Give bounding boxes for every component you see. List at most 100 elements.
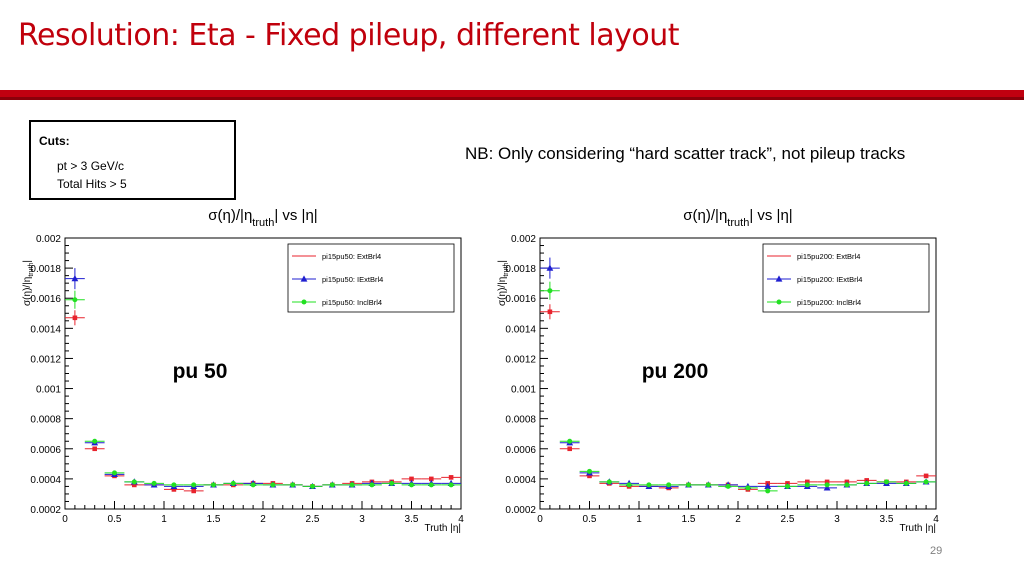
x-tick-label: 3.5 [880,514,894,525]
data-point [211,482,216,488]
chart-title-sub: truth [252,217,274,229]
chart-annotation: pu 50 [173,360,228,383]
x-tick-label: 1 [161,514,167,525]
legend-box [287,243,455,313]
title-rule [0,90,1024,100]
data-point [171,482,177,488]
data-point [329,482,335,488]
y-axis-label: σ(η)/|ηtruth| [22,260,35,306]
data-point [112,470,117,476]
y-axis-label-part: σ(η)/|η [497,277,508,306]
series-circle [540,281,936,494]
data-point [290,482,296,488]
legend: pi15pu200: ExtBrl4 pi15pu200: IExtBrl4 pi1… [762,243,930,313]
data-point [92,438,98,444]
legend-label: pi15pu200: InclBrl4 [797,298,861,307]
chart-pu50-svg: σ(η)/|ηtruth| vs |η|0.00020.00040.00060.… [22,207,464,534]
data-point [606,479,612,485]
chart-title-sub: truth [727,217,749,229]
chart-title: σ(η)/|ηtruth| vs |η| [208,207,317,229]
chart-title-part: | vs |η| [274,207,317,224]
legend-marker [775,275,783,282]
y-axis-label-part: | [22,260,33,263]
legend-label: pi15pu50: ExtBrl4 [322,252,381,261]
y-axis: 0.0002 0.0004 0.0006 0.0008 0.001 0.0012 0.001… [30,234,73,516]
data-point [745,485,751,491]
x-tick-label: 2 [260,514,266,525]
y-tick-label: 0.002 [511,234,536,245]
data-point [132,482,137,488]
y-tick-label: 0.0006 [30,445,61,456]
data-point [844,482,850,488]
data-point [547,309,553,315]
y-tick-label: 0.0018 [30,264,61,275]
data-point [547,288,553,294]
chart-pu200-svg: σ(η)/|ηtruth| vs |η|0.00020.00040.00060.… [497,207,939,534]
data-point [369,482,375,488]
legend-marker [301,299,307,305]
x-axis: 0 0.5 1 1.5 2 2.5 3 3.5 4 [537,501,939,525]
data-point [587,473,592,479]
data-point [567,438,573,444]
cuts-title: Cuts: [39,134,70,148]
data-point [72,297,78,303]
y-axis-label-part: σ(η)/|η [22,277,33,306]
data-point [389,480,395,486]
x-tick-label: 0 [62,514,68,525]
chart-title-part: | vs |η| [749,207,792,224]
data-point [448,482,454,488]
data-point [428,482,434,488]
data-point [546,264,554,271]
y-tick-label: 0.0006 [505,445,536,456]
x-tick-label: 3 [834,514,840,525]
y-tick-label: 0.0008 [30,415,61,426]
y-tick-label: 0.0004 [505,475,536,486]
x-tick-label: 3 [359,514,365,525]
data-point [409,482,414,488]
y-tick-label: 0.0012 [505,354,536,365]
x-tick-label: 2 [735,514,741,525]
data-point [824,479,830,485]
x-tick-label: 0.5 [583,514,597,525]
data-point [785,483,790,489]
page-number: 29 [930,545,943,557]
chart-title: σ(η)/|ηtruth| vs |η| [683,207,792,229]
data-point [71,275,79,282]
chart-title-part: σ(η)/|η [208,207,252,224]
data-point [587,468,592,474]
cut-pt: pt > 3 GeV/c [57,159,125,173]
y-tick-label: 0.0014 [505,324,536,335]
data-point [191,482,197,488]
series-circle [65,290,461,489]
data-point [884,479,889,485]
series-square [540,304,936,492]
legend-marker [300,275,308,282]
data-point [686,482,691,488]
data-point [171,487,177,492]
x-axis: 0 0.5 1 1.5 2 2.5 3 3.5 4 [62,501,464,525]
y-tick-label: 0.002 [36,234,61,245]
y-tick-label: 0.0016 [505,294,536,305]
data-point [191,488,196,494]
y-tick-label: 0.0002 [505,505,536,516]
data-point [250,482,256,488]
legend-label: pi15pu50: InclBrl4 [322,298,382,307]
legend-box [762,243,930,313]
data-point [725,483,731,489]
slide-title: Resolution: Eta - Fixed pileup, differen… [18,18,679,53]
data-point [764,482,772,490]
data-point [72,315,78,321]
data-point [92,446,97,452]
y-tick-label: 0.0016 [30,294,61,305]
data-point [310,483,315,489]
cuts-box: Cuts: pt > 3 GeV/c Total Hits > 5 [29,120,236,200]
data-point [824,482,830,488]
x-tick-label: 4 [933,514,939,525]
data-point [923,479,929,485]
x-axis-label: Truth |η| [424,523,461,534]
data-point [666,482,672,488]
y-tick-label: 0.0012 [30,354,61,365]
x-axis-label: Truth |η| [899,523,936,534]
data-point [409,476,414,482]
legend-label: pi15pu200: ExtBrl4 [797,252,860,261]
